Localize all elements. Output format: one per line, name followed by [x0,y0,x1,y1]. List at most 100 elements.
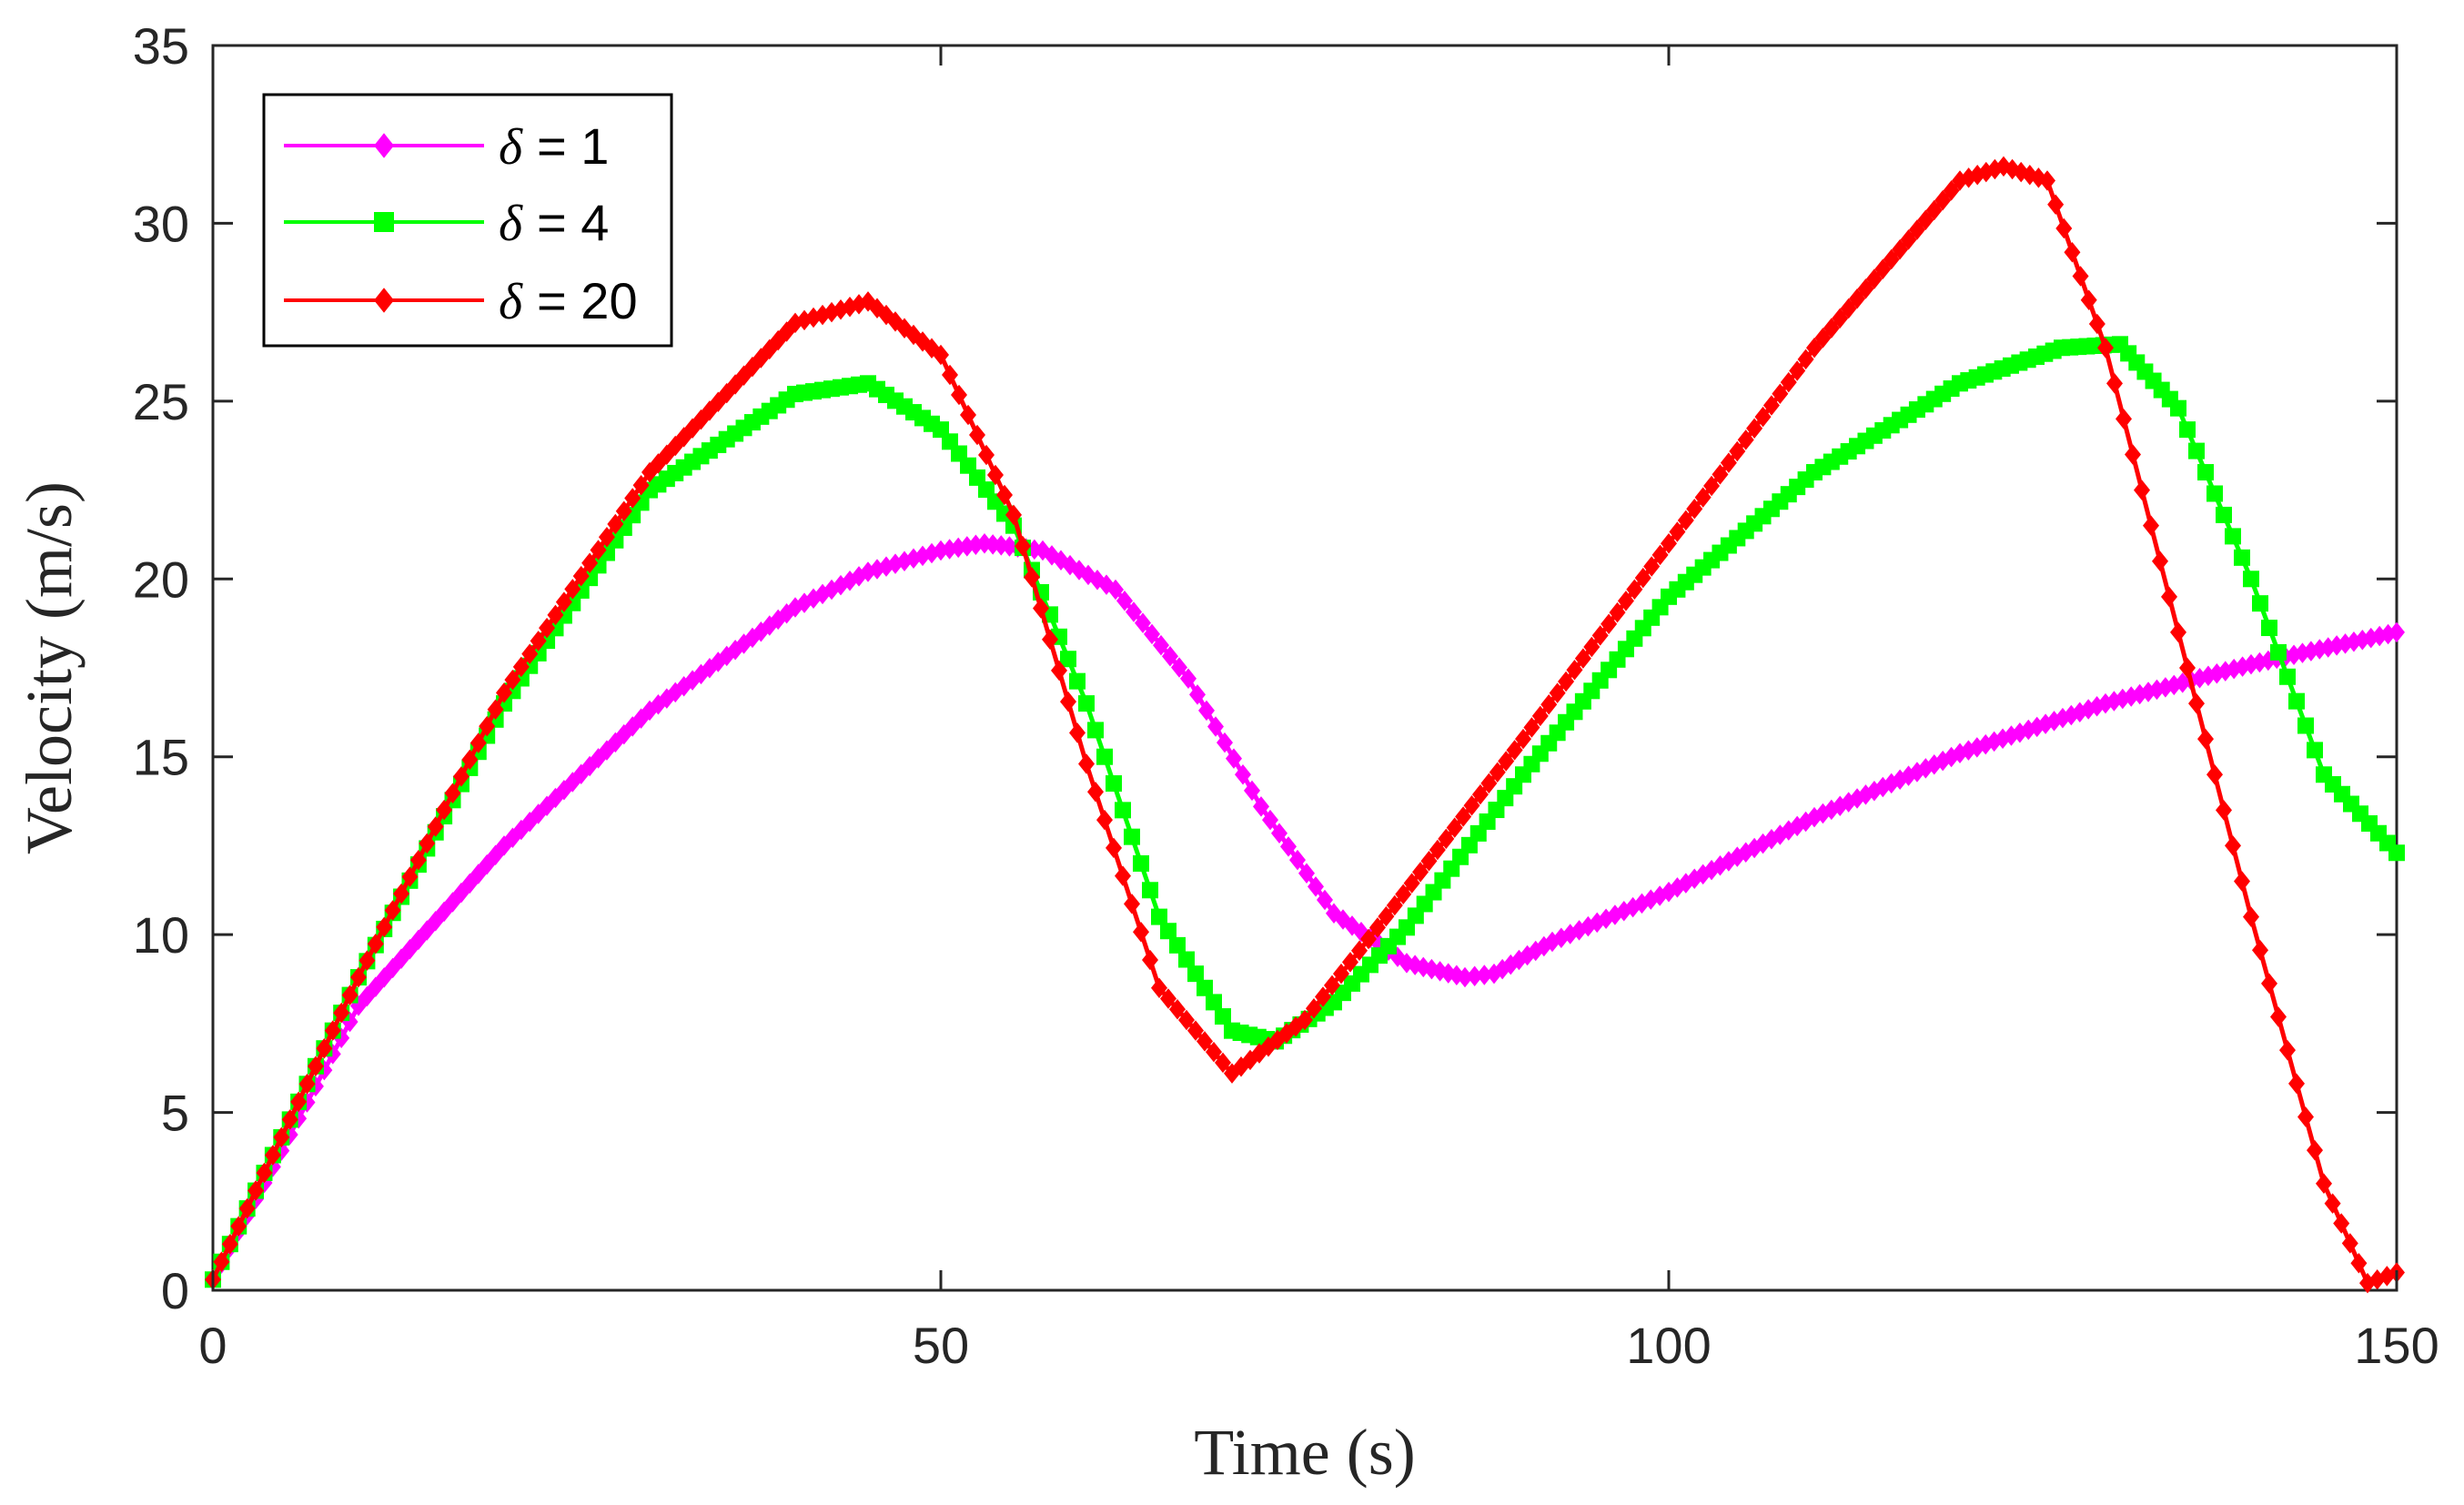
data-point [2234,871,2250,892]
data-point [530,631,547,651]
data-point [1797,348,1814,370]
data-point [1144,623,1160,645]
data-point [1925,199,1943,221]
data-point [1215,1008,1231,1025]
data-point [1060,691,1076,712]
data-point [1087,722,1104,739]
data-point [996,484,1013,506]
y-tick-label: 20 [133,550,189,608]
data-point [1315,986,1331,1007]
data-point [1865,268,1883,289]
data-point [598,527,615,548]
data-point [1754,406,1772,428]
legend: δ = 1δ = 4δ = 20 [262,93,673,348]
legend-entry-2: δ = 4 [284,194,609,252]
data-point [1142,949,1158,971]
data-point [1420,850,1438,872]
data-point [1772,383,1789,405]
data-point [1151,977,1167,999]
legend-entry-1: δ = 1 [284,117,609,176]
data-point [341,985,358,1005]
data-point [2288,692,2305,710]
data-point [564,579,581,600]
data-point [1207,716,1224,737]
data-point [1171,657,1187,678]
data-point [1298,863,1315,884]
data-point [1634,567,1651,589]
data-point [1438,828,1455,850]
data-point [987,464,1004,486]
data-point [1169,936,1186,954]
y-tick-label: 15 [133,729,189,786]
data-point [1360,928,1377,950]
data-point [2125,444,2141,465]
data-point [2243,571,2259,588]
data-point [581,552,599,574]
data-point [487,699,504,721]
data-point [539,617,556,639]
data-point [1466,965,1483,986]
data-point [1883,248,1900,270]
data-point [470,732,487,753]
data-point [256,1162,273,1184]
data-point [230,1216,247,1237]
data-point [2243,906,2259,927]
legend-symbol: δ [499,274,523,330]
data-point [2188,442,2205,460]
data-point [1306,997,1322,1019]
data-point [1789,360,1806,381]
data-point [615,500,632,522]
data-point [1189,684,1206,705]
data-point [2116,409,2132,429]
legend-entry-3: δ = 20 [284,272,638,330]
y-tick-label: 10 [133,906,189,964]
data-point [2252,595,2268,612]
data-point [632,475,650,496]
data-point [1197,1031,1213,1052]
data-point [933,344,949,366]
data-point [1235,764,1251,785]
legend-marker [374,212,394,232]
data-point [1069,672,1086,690]
data-point [1069,722,1086,743]
data-point [1206,1041,1222,1063]
data-point [1480,773,1498,794]
data-point [1178,951,1195,968]
data-point [2216,506,2232,523]
data-point [316,1037,333,1059]
data-point [1369,917,1386,938]
data-point [1429,839,1446,861]
data-point [1694,487,1712,508]
data-point [1226,748,1242,769]
tick-layer: 0 50 100 150 0 5 10 15 20 25 30 35 [133,17,2439,1374]
data-point [2080,289,2097,310]
legend-value: = 1 [537,117,609,175]
data-point [590,540,607,561]
data-point [2143,515,2159,536]
data-point [1476,965,1493,985]
data-point [496,682,512,703]
y-tick-label: 35 [133,17,189,75]
data-point [2279,1039,2296,1061]
data-point [1324,975,1340,996]
data-point [2316,1173,2332,1194]
data-point [2225,835,2241,856]
data-point [238,1197,256,1219]
data-point [367,934,384,955]
data-point [1840,298,1857,319]
data-point [298,1074,316,1095]
data-point [1308,876,1324,897]
data-point [1169,998,1186,1020]
series-3 [205,156,2405,1294]
data-point [1153,634,1169,656]
data-point [1661,532,1677,554]
data-point [1386,894,1403,916]
legend-label: δ = 1 [499,117,609,176]
data-point [1160,988,1176,1009]
data-point [1206,994,1222,1011]
data-point [479,715,496,737]
data-point [1849,288,1866,309]
data-point [1271,823,1288,843]
data-point [1746,418,1763,439]
